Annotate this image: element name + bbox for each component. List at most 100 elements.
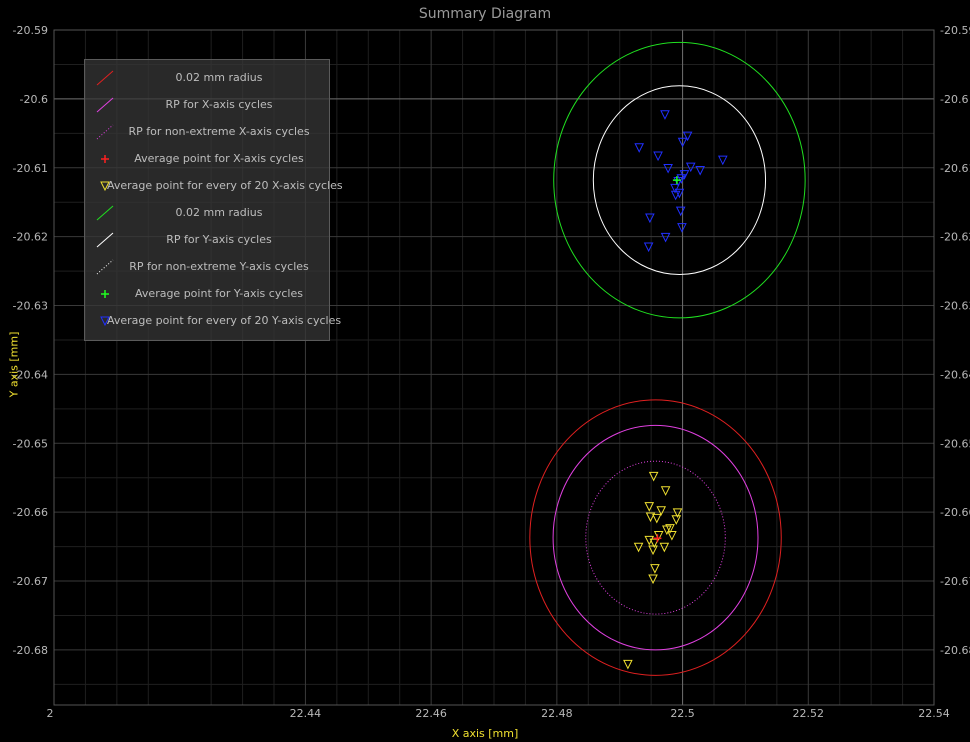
y-tick-label-left: -20.67 [13, 575, 48, 588]
y-tick-label-right: -20.63 [940, 300, 970, 313]
circle-rp-for-y-axis-cycles [592, 85, 767, 276]
point-x-cycle [649, 538, 660, 549]
legend-symbol [96, 232, 114, 248]
legend-label: RP for non-extreme Y-axis cycles [129, 260, 309, 273]
point-x-cycle [672, 508, 683, 518]
y-tick-label-left: -20.64 [13, 368, 48, 381]
legend-label: Average point for Y-axis cycles [135, 287, 303, 300]
x-tick-label: 22.54 [918, 707, 950, 720]
average-point-for-y-axis-cycles [672, 176, 681, 185]
legend-line [96, 124, 114, 140]
legend-symbol [96, 70, 114, 86]
x-tick-label: 22.52 [793, 707, 825, 720]
circle-0-02-mm-radius-x- [529, 399, 782, 676]
point-x-cycle [648, 574, 658, 585]
point-y-cycle [677, 137, 688, 148]
y-tick-label-right: -20.61 [940, 162, 970, 175]
point-y-cycle [670, 190, 681, 201]
chart-title: Summary Diagram [418, 6, 552, 22]
point-y-cycle [676, 174, 687, 184]
data-points [623, 110, 728, 670]
y-tick-label-right: -20.68 [940, 644, 970, 657]
point-y-cycle [682, 131, 693, 142]
legend-label: RP for Y-axis cycles [166, 233, 272, 246]
y-tick-label-left: -20.6 [20, 93, 48, 106]
point-y-cycle [663, 163, 673, 174]
point-x-cycle [659, 542, 670, 553]
x-tick-label: 22.5 [670, 707, 695, 720]
legend-item: Average point for X-axis cycles [85, 146, 331, 173]
y-tick-labels-right: -20.59 -20.6 -20.61 -20.62 -20.63 -20.64 -20.6… [940, 24, 970, 657]
point-y-cycle [660, 110, 670, 120]
frame-rect [53, 29, 935, 706]
point-x-cycle [648, 471, 659, 482]
average-points [653, 176, 681, 543]
point-y-cycle [674, 188, 685, 199]
legend-line [96, 205, 114, 221]
legend-line [96, 70, 114, 86]
y-tick-label-left: -20.59 [13, 24, 48, 37]
point-y-cycle [670, 183, 680, 194]
legend-item: Average point for every of 20 Y-axis cyc… [85, 308, 342, 335]
legend-label: Average point for X-axis cycles [134, 152, 304, 165]
point-x-cycle [644, 502, 655, 512]
y-tick-label-left: -20.61 [13, 162, 48, 175]
circle-rp-for-non-extreme-x-axis-cycles [585, 460, 726, 615]
legend-label: 0.02 mm radius [175, 206, 263, 219]
legend-item: RP for non-extreme X-axis cycles [85, 119, 331, 146]
y-tick-label-left: -20.63 [13, 300, 48, 313]
point-x-cycle [650, 564, 660, 574]
point-y-cycle [677, 223, 687, 233]
legend-label: Average point for every of 20 Y-axis cyc… [107, 314, 342, 327]
x-tick-label: 22.46 [415, 707, 447, 720]
legend-line [96, 232, 114, 248]
legend-item: Average point for every of 20 X-axis cyc… [85, 173, 343, 200]
chart-legend: 0.02 mm radius RP for X-axis cycles RP for… [84, 59, 343, 341]
plot-frame [53, 29, 935, 706]
y-tick-label-right: -20.65 [940, 437, 970, 450]
radius-circles [529, 41, 806, 676]
legend-symbol [96, 205, 114, 221]
legend-symbol [100, 316, 110, 327]
legend-symbol [101, 290, 109, 298]
point-x-cycle [671, 515, 682, 525]
legend-line [96, 97, 114, 113]
point-x-cycle [665, 524, 675, 534]
legend-item: Average point for Y-axis cycles [85, 281, 331, 308]
x-tick-label-edge: 2 [47, 707, 54, 720]
legend-label: Average point for every of 20 X-axis cyc… [107, 179, 343, 192]
circle-0-02-mm-radius-y- [553, 41, 806, 319]
point-y-cycle [695, 166, 705, 176]
point-y-cycle [660, 232, 671, 243]
y-tick-label-left: -20.65 [13, 437, 48, 450]
legend-triangle [100, 181, 110, 192]
y-tick-label-left: -20.62 [13, 231, 48, 244]
legend-item: 0.02 mm radius [85, 65, 331, 92]
point-y-cycle [675, 206, 686, 217]
y-tick-label-right: -20.59 [940, 24, 970, 37]
y-tick-label-left: -20.68 [13, 644, 48, 657]
point-x-cycle [645, 512, 656, 523]
x-tick-label: 22.44 [290, 707, 322, 720]
legend-line [96, 259, 114, 275]
legend-label: RP for non-extreme X-axis cycles [128, 125, 310, 138]
x-tick-labels: 22.44 22.46 22.48 22.5 22.52 22.54 2 [47, 707, 950, 720]
legend-symbol [96, 97, 114, 113]
legend-symbol [100, 181, 110, 192]
point-x-cycle [648, 545, 658, 556]
legend-symbol [96, 259, 114, 275]
point-y-cycle [653, 151, 663, 162]
point-x-cycle [662, 525, 672, 536]
point-x-cycle [651, 513, 662, 524]
point-x-cycle [656, 506, 667, 516]
legend-symbol [101, 155, 109, 163]
y-tick-label-right: -20.67 [940, 575, 970, 588]
y-tick-label-right: -20.66 [940, 506, 970, 519]
point-y-cycle [685, 162, 696, 173]
legend-item: RP for Y-axis cycles [85, 227, 331, 254]
legend-label: RP for X-axis cycles [165, 98, 273, 111]
legend-item: RP for non-extreme Y-axis cycles [85, 254, 331, 281]
legend-label: 0.02 mm radius [175, 71, 263, 84]
x-axis-label: X axis [mm] [451, 727, 519, 740]
